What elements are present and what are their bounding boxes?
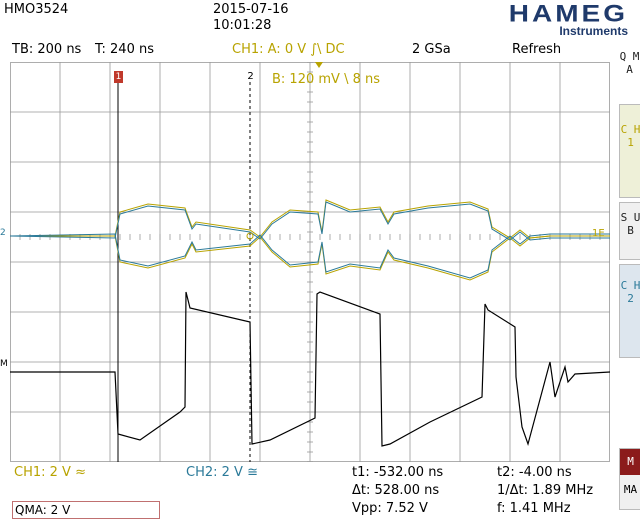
tab-sub-label: S U B — [620, 211, 640, 237]
logo-subtext: Instruments — [559, 24, 628, 38]
tab-sub[interactable]: S U B — [619, 202, 640, 260]
tab-ch2[interactable]: C H 2 — [619, 264, 640, 358]
timebase-label[interactable]: TB: 200 ns — [12, 42, 82, 57]
cursor-1-marker[interactable]: 1 — [114, 71, 123, 83]
ch1-trace-lower — [10, 235, 610, 281]
measurement-bar: CH1: 2 V ≈ CH2: 2 V ≅ t1: -532.00 ns t2:… — [0, 463, 612, 520]
tab-qma[interactable]: Q M A — [619, 50, 640, 76]
graticule — [10, 62, 610, 462]
logo-text: HAMEG — [508, 0, 628, 27]
math-trace — [10, 291, 610, 447]
device-model: HMO3524 — [4, 2, 69, 17]
cursor-inverse-delta-t: 1/Δt: 1.89 MHz — [497, 483, 594, 498]
trigger-b-label: B: 120 mV \ 8 ns — [272, 72, 380, 87]
side-menu: Q M A C H 1 S U B C H 2 M MA — [619, 44, 640, 510]
qma-scale[interactable]: QMA: 2 V — [12, 501, 160, 519]
samplerate-label: 2 GSa — [412, 42, 451, 57]
ch1-trace-upper — [10, 199, 610, 239]
tab-ch2-label: C H 2 — [620, 279, 640, 305]
waveform-display[interactable] — [10, 62, 610, 462]
trigger-setting[interactable]: CH1: A: 0 V ∫\ DC — [232, 42, 345, 57]
trigger-position-arrow[interactable] — [315, 62, 323, 68]
measure-frequency: f: 1.41 MHz — [497, 501, 571, 516]
trigger-level-marker[interactable]: 1E — [592, 228, 605, 239]
date-label: 2015-07-16 — [213, 2, 289, 17]
tab-m-label: M — [620, 449, 640, 475]
acquire-mode-label[interactable]: Refresh — [512, 42, 562, 57]
ch1-scale[interactable]: CH1: 2 V ≈ — [14, 465, 86, 480]
cursor-t2: t2: -4.00 ns — [497, 465, 572, 480]
tab-math[interactable]: M MA — [619, 448, 640, 510]
tab-ch1-label: C H 1 — [620, 123, 640, 149]
ch-offset-marker[interactable]: 2 — [0, 228, 6, 238]
trigger-time-label[interactable]: T: 240 ns — [95, 42, 154, 57]
hameg-logo: HAMEG Instruments — [450, 0, 632, 40]
trigger-point-marker — [246, 232, 254, 240]
ch2-trace-upper — [10, 201, 610, 241]
cursor-2-marker[interactable]: 2 — [247, 71, 254, 82]
tab-ch1[interactable]: C H 1 — [619, 104, 640, 198]
math-offset-marker[interactable]: M — [0, 359, 8, 369]
ch2-trace-lower — [10, 233, 610, 279]
measure-vpp: Vpp: 7.52 V — [352, 501, 428, 516]
time-label: 10:01:28 — [213, 18, 272, 33]
cursor-t1: t1: -532.00 ns — [352, 465, 444, 480]
status-bar: TB: 200 ns T: 240 ns CH1: A: 0 V ∫\ DC 2… — [0, 40, 612, 60]
cursor-delta-t: Δt: 528.00 ns — [352, 483, 440, 498]
ch2-scale[interactable]: CH2: 2 V ≅ — [186, 465, 258, 480]
tab-ma-label: MA — [623, 483, 638, 496]
